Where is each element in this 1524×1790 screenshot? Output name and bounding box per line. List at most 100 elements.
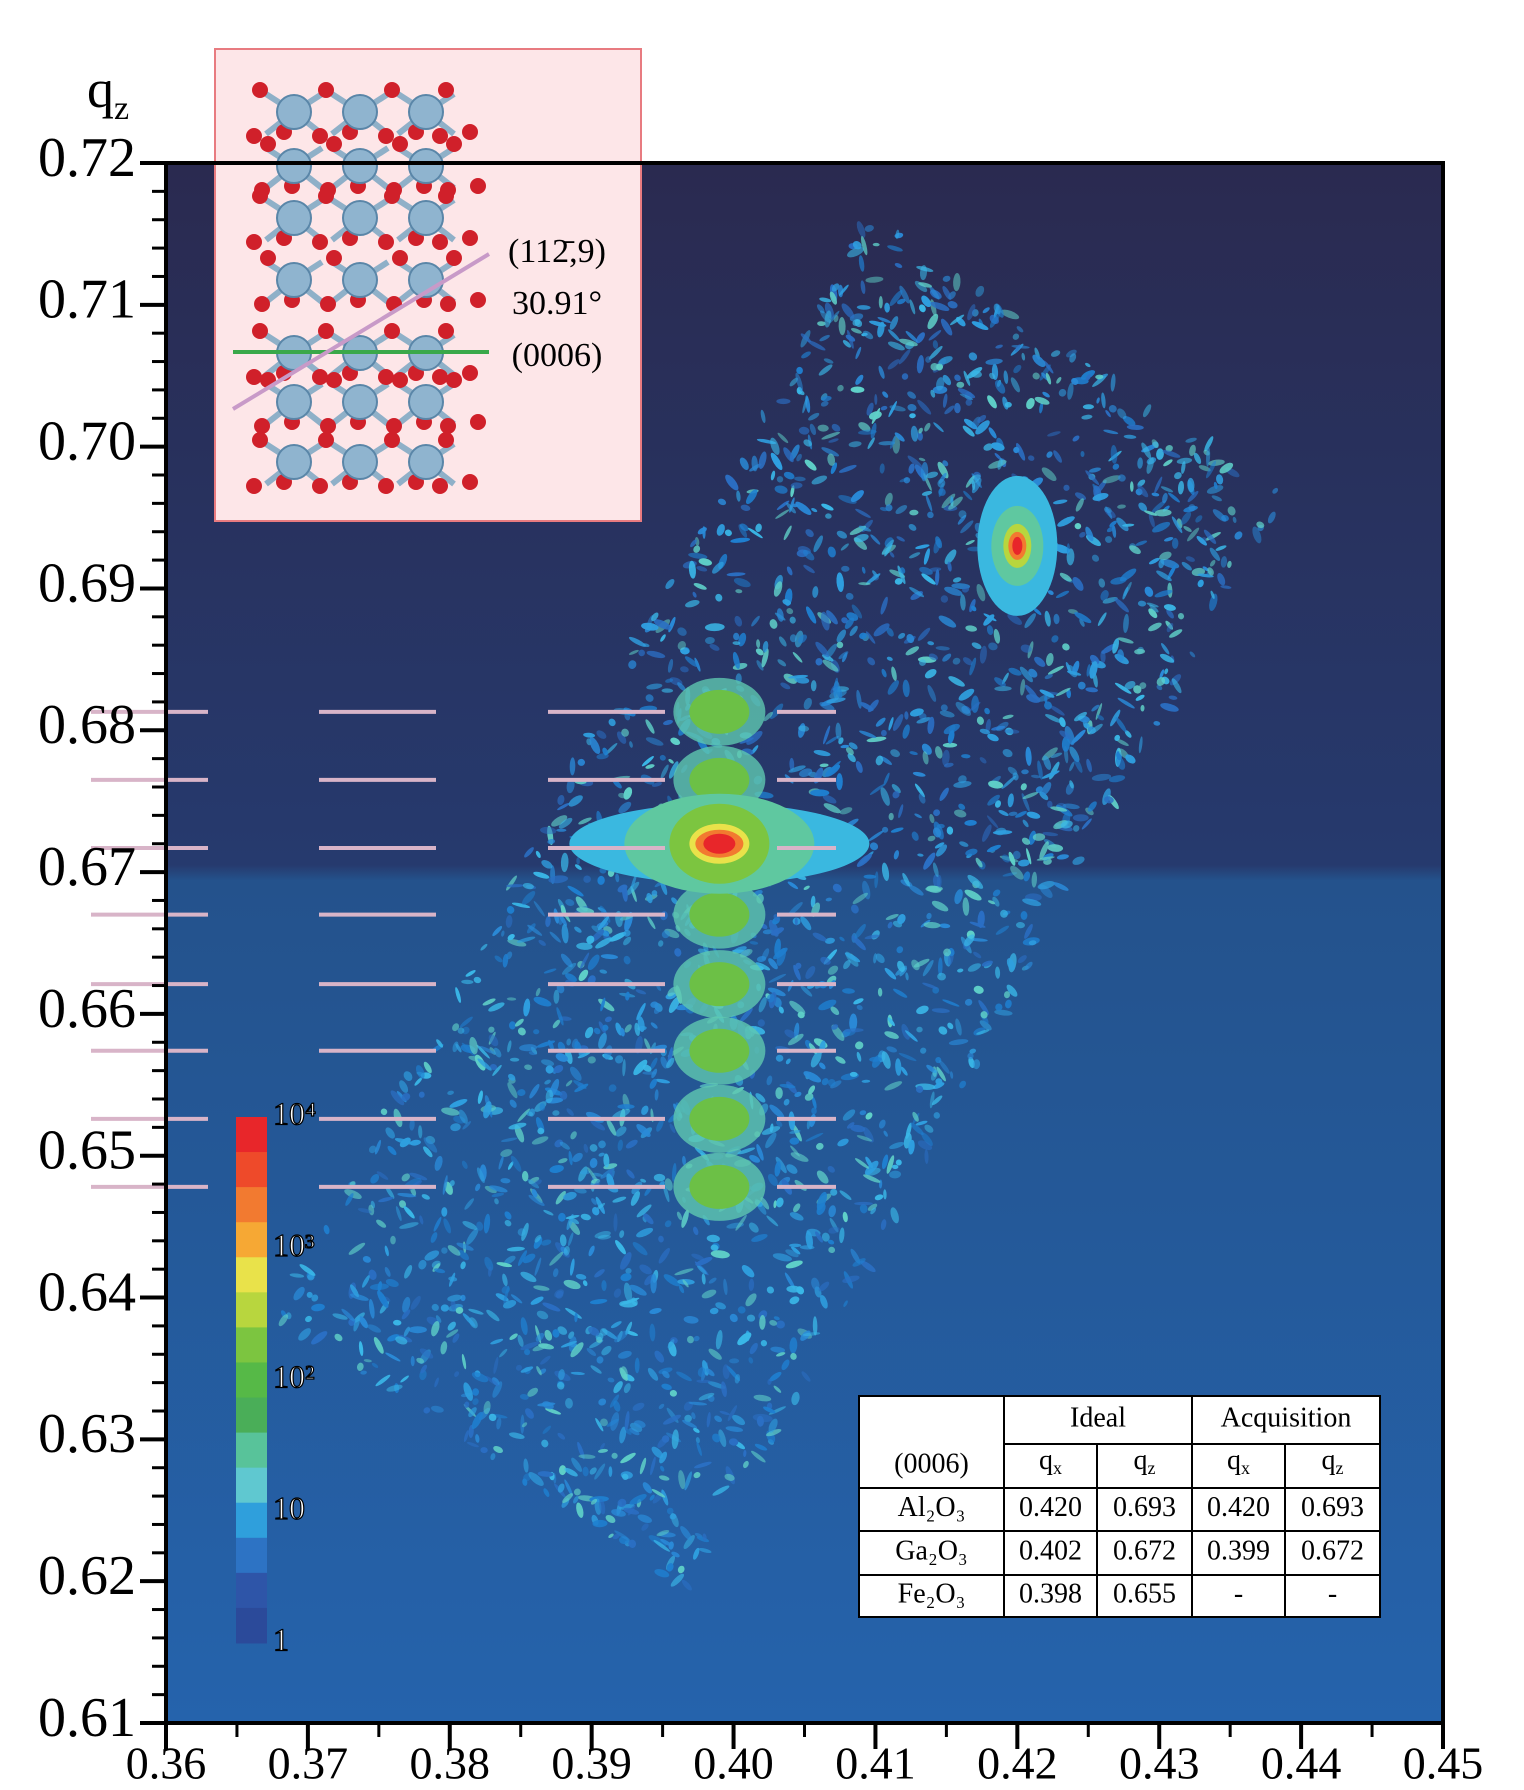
speckle	[893, 850, 900, 860]
speckle	[823, 803, 841, 814]
speckle	[596, 1356, 604, 1364]
speckle	[1126, 424, 1144, 430]
speckle	[800, 916, 812, 931]
speckle	[556, 1007, 564, 1026]
speckle	[790, 485, 795, 498]
colorbar-label: 10	[273, 1490, 305, 1526]
speckle	[894, 263, 903, 268]
speckle	[504, 1255, 516, 1265]
speckle	[592, 1207, 600, 1216]
speckle	[918, 427, 923, 434]
speckle	[812, 586, 819, 598]
y-tick-label: 0.67	[38, 836, 136, 898]
speckle	[875, 755, 884, 766]
speckle	[813, 535, 823, 553]
colorbar-swatch	[236, 1432, 267, 1469]
speckle	[701, 1289, 717, 1299]
speckle	[486, 1309, 500, 1322]
oxygen-atom	[318, 82, 334, 98]
speckle	[910, 425, 919, 442]
speckle	[979, 728, 991, 735]
speckle	[932, 827, 942, 838]
speckle	[936, 1066, 946, 1082]
speckle	[929, 567, 942, 572]
speckle	[1193, 452, 1202, 465]
speckle	[660, 764, 669, 779]
metal-atom	[408, 200, 444, 236]
speckle	[1028, 940, 1037, 946]
speckle	[600, 1327, 608, 1336]
table-cell: 0.672	[1113, 1535, 1176, 1566]
speckle	[735, 1214, 747, 1231]
speckle	[889, 290, 903, 306]
speckle	[540, 826, 557, 835]
speckle	[1002, 714, 1014, 720]
speckle	[542, 1425, 552, 1434]
speckle	[602, 1024, 609, 1031]
speckle	[827, 1239, 835, 1245]
speckle	[798, 634, 807, 644]
speckle	[566, 1038, 572, 1046]
speckle	[559, 1141, 570, 1150]
speckle	[654, 1350, 665, 1363]
speckle	[311, 1303, 325, 1312]
speckle	[971, 321, 989, 331]
speckle	[278, 1314, 289, 1327]
speckle	[1100, 590, 1109, 601]
speckle	[964, 998, 973, 1006]
speckle	[824, 937, 835, 944]
speckle	[831, 1024, 839, 1030]
speckle	[776, 1320, 785, 1329]
speckle	[641, 1523, 649, 1531]
speckle	[564, 1467, 578, 1477]
speckle	[820, 956, 831, 965]
speckle	[570, 1342, 584, 1358]
speckle	[745, 489, 758, 505]
speckle	[912, 1111, 919, 1122]
speckle	[821, 431, 841, 440]
speckle	[1066, 349, 1077, 358]
speckle	[449, 1180, 455, 1187]
speckle	[791, 1246, 801, 1255]
speckle	[660, 634, 666, 642]
speckle	[499, 1348, 508, 1358]
speckle	[1015, 811, 1027, 818]
speckle	[770, 927, 785, 936]
colorbar-label: 1	[273, 1621, 289, 1657]
speckle	[975, 285, 985, 297]
speckle	[538, 1343, 554, 1350]
speckle	[349, 1181, 356, 1187]
speckle	[916, 332, 925, 344]
speckle	[598, 1398, 607, 1406]
speckle	[628, 660, 637, 669]
speckle	[709, 643, 720, 651]
speckle	[649, 1078, 657, 1089]
speckle	[616, 731, 627, 744]
speckle	[1074, 612, 1092, 624]
speckle	[509, 1057, 520, 1062]
speckle	[775, 509, 790, 519]
speckle	[531, 1136, 549, 1145]
speckle	[517, 1027, 526, 1036]
speckle	[1001, 775, 1017, 789]
speckle	[995, 966, 1001, 979]
speckle	[1025, 746, 1032, 766]
speckle	[870, 1207, 877, 1215]
speckle	[1056, 854, 1069, 860]
speckle	[855, 374, 864, 385]
speckle	[877, 987, 883, 997]
speckle	[947, 301, 958, 309]
speckle	[1216, 474, 1224, 485]
speckle	[830, 462, 838, 475]
speckle	[747, 527, 763, 539]
speckle	[623, 936, 632, 946]
speckle	[560, 852, 569, 873]
speckle	[590, 1498, 598, 1505]
speckle	[909, 587, 925, 598]
speckle	[409, 1139, 421, 1146]
speckle	[966, 366, 983, 379]
speckle	[565, 1398, 573, 1409]
speckle	[693, 545, 701, 553]
speckle	[619, 1230, 625, 1238]
speckle	[881, 539, 895, 555]
